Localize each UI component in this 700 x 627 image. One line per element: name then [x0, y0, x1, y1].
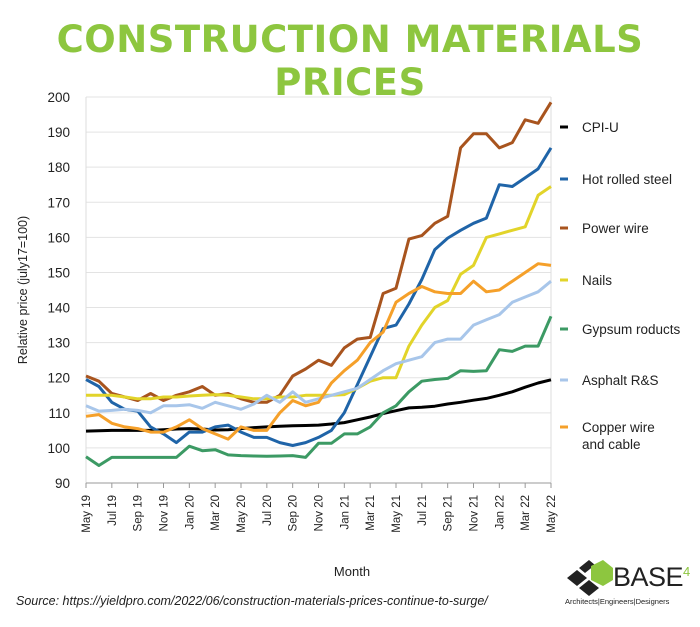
- series-line-asphalt-r-s: [85, 280, 552, 415]
- y-tick-label: 120: [47, 371, 70, 386]
- y-tick-label: 180: [47, 160, 70, 175]
- y-tick-label: 190: [47, 125, 70, 140]
- y-tick-label: 90: [55, 476, 70, 491]
- legend-label: Hot rolled steel: [582, 172, 672, 187]
- x-tick-label: Nov 20: [314, 495, 326, 531]
- x-tick-label: May 20: [236, 495, 248, 533]
- y-tick-label: 130: [47, 336, 70, 351]
- series-line-power-wire: [85, 101, 553, 404]
- x-tick-label: Mar 22: [520, 495, 532, 531]
- y-tick-label: 160: [47, 230, 70, 245]
- x-tick-label: Jul 19: [107, 495, 119, 526]
- x-tick-label: Jul 21: [417, 495, 429, 526]
- x-tick-label: Mar 21: [365, 495, 377, 531]
- x-tick-label: Jan 20: [184, 495, 196, 530]
- series-line-copper-wire-and-cable: [85, 262, 552, 441]
- x-tick-label: Mar 20: [210, 495, 222, 531]
- legend-label: and cable: [582, 437, 641, 452]
- source-note: Source: https://yieldpro.com/2022/06/con…: [16, 594, 488, 608]
- y-tick-label: 200: [47, 90, 70, 105]
- y-tick-label: 150: [47, 265, 70, 280]
- x-tick-label: Jan 22: [494, 495, 506, 530]
- y-axis-label: Relative price (july17=100): [16, 216, 30, 364]
- legend-label: Gypsum roducts: [582, 322, 681, 337]
- logo-mark-icon: [567, 560, 613, 596]
- x-tick-label: Jan 21: [339, 495, 351, 530]
- y-tick-label: 100: [47, 441, 70, 456]
- x-tick-label: Sep 21: [443, 495, 455, 531]
- legend-label: Asphalt R&S: [582, 373, 659, 388]
- series-line-gypsum-roducts: [85, 315, 553, 467]
- y-tick-label: 110: [48, 406, 70, 421]
- y-tick-label: 140: [47, 301, 70, 316]
- x-tick-label: May 21: [391, 495, 403, 533]
- x-tick-label: Sep 19: [133, 495, 145, 531]
- series-line-nails: [86, 185, 552, 401]
- series-line-hot-rolled-steel: [85, 147, 553, 447]
- x-tick-label: May 22: [546, 495, 558, 533]
- x-axis-label: Month: [334, 564, 370, 579]
- legend-label: Copper wire: [582, 420, 655, 435]
- x-tick-label: Sep 20: [288, 495, 300, 531]
- logo-brand-suffix: 4: [683, 564, 690, 579]
- logo-brand: BASE: [613, 562, 684, 592]
- logo-tagline: Architects|Engineers|Designers: [565, 597, 670, 606]
- x-tick-label: Nov 21: [469, 495, 481, 531]
- legend-label: Nails: [582, 273, 612, 288]
- series-line-cpi-u: [85, 378, 552, 433]
- x-tick-label: Nov 19: [159, 495, 171, 531]
- y-tick-label: 170: [47, 195, 70, 210]
- legend-label: Power wire: [582, 221, 649, 236]
- legend-label: CPI-U: [582, 120, 619, 135]
- x-tick-label: Jul 20: [262, 495, 274, 526]
- x-tick-label: May 19: [81, 495, 93, 533]
- chart-title: CONSTRUCTION MATERIALS PRICES: [56, 18, 644, 104]
- base4-logo: BASE4 Architects|Engineers|Designers: [565, 560, 695, 615]
